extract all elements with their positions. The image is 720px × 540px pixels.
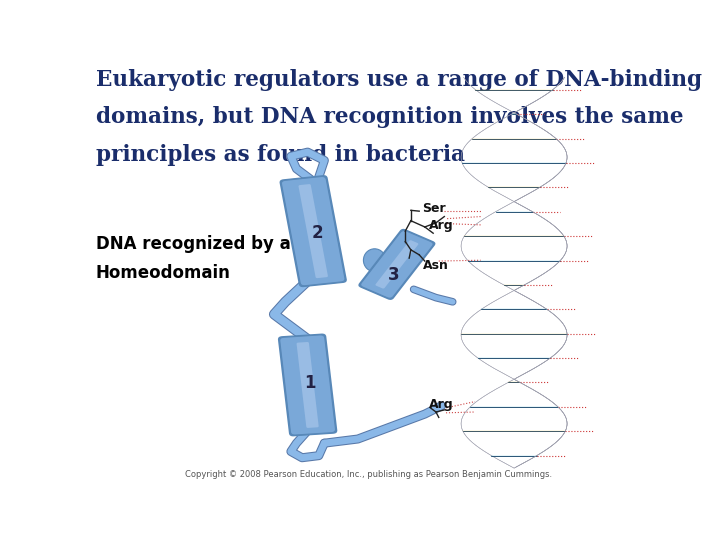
FancyBboxPatch shape: [375, 240, 418, 288]
Text: 3: 3: [388, 266, 400, 284]
FancyBboxPatch shape: [282, 177, 345, 286]
Text: Eukaryotic regulators use a range of DNA-binding: Eukaryotic regulators use a range of DNA…: [96, 69, 701, 91]
Ellipse shape: [364, 249, 386, 272]
FancyBboxPatch shape: [280, 335, 336, 435]
Text: domains, but DNA recognition involves the same: domains, but DNA recognition involves th…: [96, 106, 683, 129]
Text: 2: 2: [312, 224, 323, 242]
Text: 1: 1: [305, 374, 316, 392]
FancyBboxPatch shape: [297, 342, 319, 428]
Text: Asn: Asn: [423, 259, 449, 272]
Text: principles as found in bacteria: principles as found in bacteria: [96, 144, 464, 166]
FancyBboxPatch shape: [361, 231, 433, 298]
Text: Arg: Arg: [428, 398, 454, 411]
FancyBboxPatch shape: [359, 229, 436, 300]
FancyBboxPatch shape: [279, 175, 347, 287]
FancyBboxPatch shape: [299, 184, 328, 278]
Text: Arg: Arg: [429, 219, 454, 232]
Text: Homeodomain: Homeodomain: [96, 265, 230, 282]
Text: Ser: Ser: [422, 202, 446, 215]
Text: DNA recognized by a: DNA recognized by a: [96, 235, 290, 253]
Text: Copyright © 2008 Pearson Education, Inc., publishing as Pearson Benjamin Cumming: Copyright © 2008 Pearson Education, Inc.…: [186, 469, 552, 478]
FancyBboxPatch shape: [278, 334, 338, 436]
